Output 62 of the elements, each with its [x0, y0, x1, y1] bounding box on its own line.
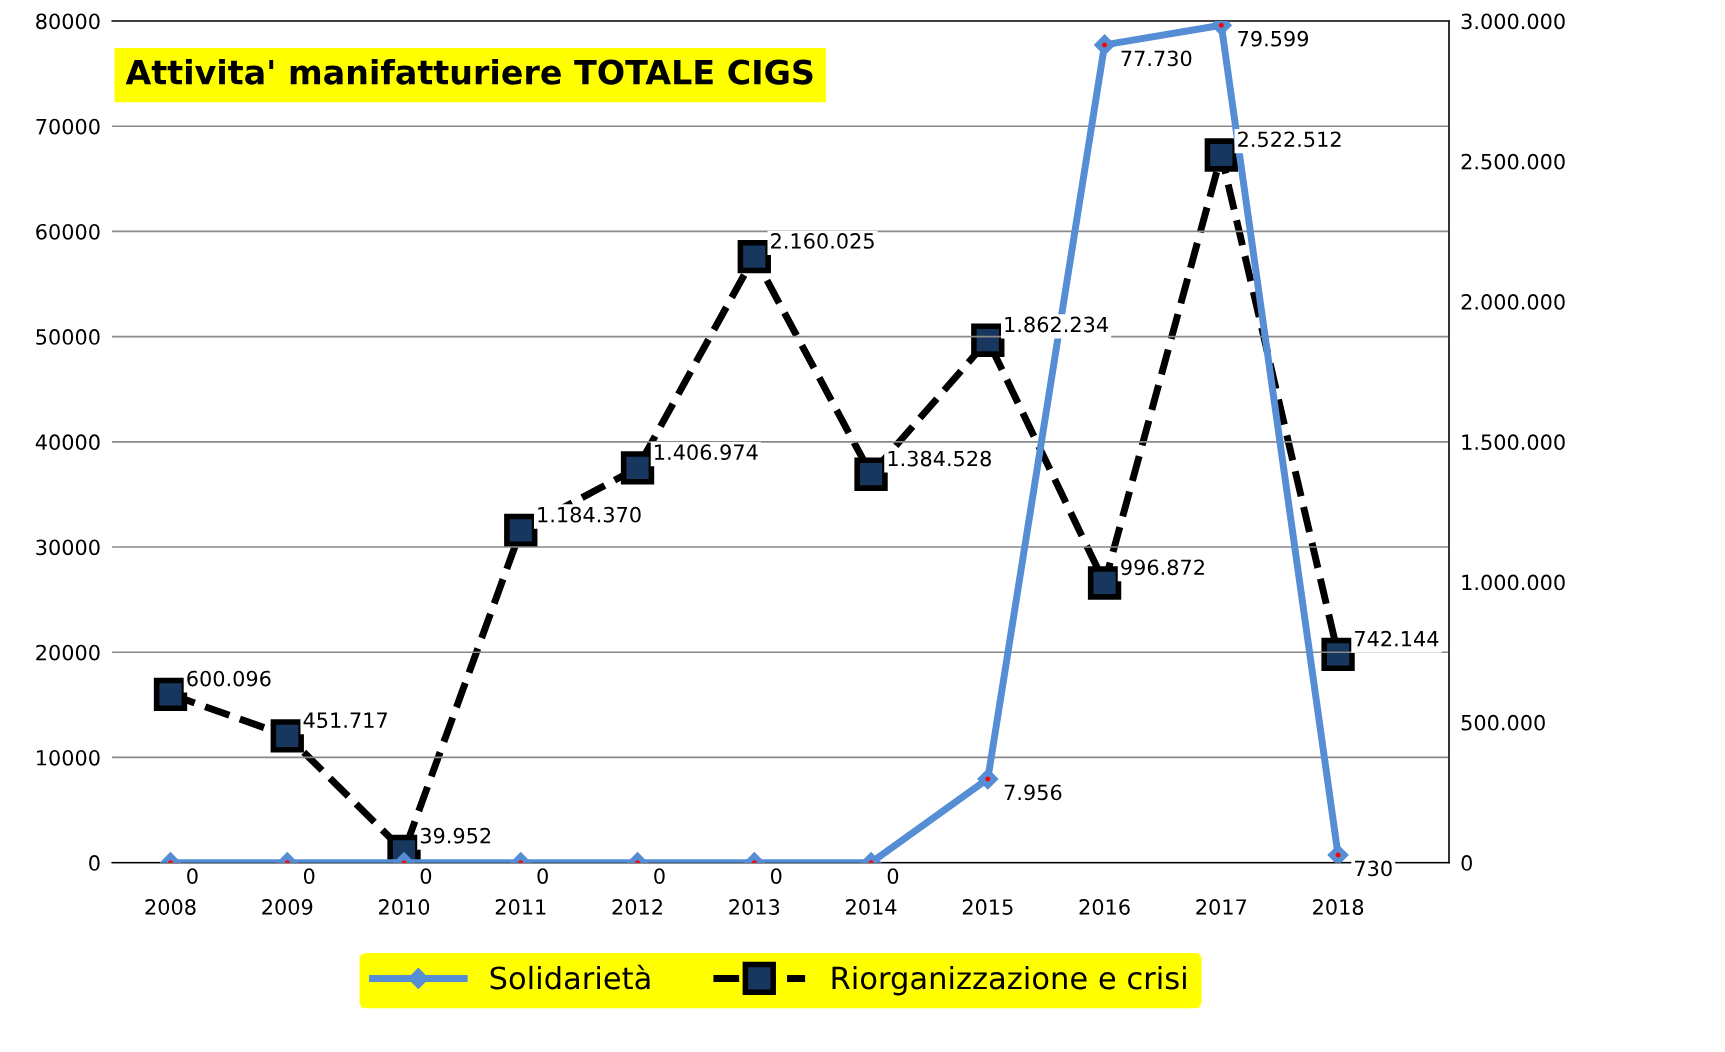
y-tick-label: 0: [89, 855, 100, 871]
y2-tick-label: 500.000: [1461, 714, 1545, 731]
legend-label: Riorganizzazione e crisi: [832, 965, 1186, 996]
y-tick-label: 20000: [36, 644, 100, 661]
data-label: 0: [303, 868, 315, 884]
point: [620, 451, 655, 485]
data-label: 0: [887, 868, 899, 884]
legend-label: Solidarietà: [490, 964, 650, 990]
data-label: 7.956: [1004, 784, 1062, 801]
point: [854, 457, 888, 491]
point: [153, 677, 188, 711]
data-label: 600.096: [187, 670, 271, 687]
x-tick-label: 2010: [379, 899, 430, 915]
data-label: 0: [654, 868, 665, 884]
y-tick-label: 60000: [36, 223, 100, 240]
x-tick-label: 2009: [262, 899, 313, 915]
point: [1087, 566, 1122, 600]
data-label: 742.144: [1355, 630, 1439, 647]
data-label: 0: [537, 868, 548, 884]
y-tick-label: 50000: [36, 329, 100, 345]
data-label: 0: [187, 868, 198, 884]
data-label: 2.160.025: [771, 233, 874, 249]
x-tick-label: 2008: [145, 899, 196, 915]
x-tick-label: 2011: [495, 899, 546, 915]
y2-tick-label: 2.000.000: [1461, 294, 1565, 310]
y-tick-label: 80000: [36, 13, 100, 30]
data-label: 79.599: [1238, 30, 1309, 47]
data-label: 0: [420, 868, 432, 884]
point: [971, 323, 1005, 357]
y2-tick-label: 0: [1461, 855, 1472, 871]
data-label: 2.522.512: [1238, 131, 1341, 148]
point: [1204, 138, 1238, 172]
text: Attivita' manifatturiere TOTALE CIGS: [125, 58, 813, 85]
point: [504, 513, 538, 548]
data-label: 730: [1355, 860, 1392, 877]
x-tick-label: 2013: [729, 899, 780, 915]
x-tick-label: 2014: [846, 899, 897, 915]
data-label: 1.384.528: [888, 450, 991, 467]
y2-tick-label: 1.000.000: [1462, 574, 1565, 591]
data-label: 39.952: [420, 827, 491, 844]
x-tick-label: 2012: [612, 899, 662, 915]
x-tick-label: 2018: [1313, 899, 1364, 915]
y2-tick-label: 1.500.000: [1462, 434, 1565, 451]
y2-tick-label: 3.000.000: [1461, 13, 1565, 30]
x-tick-label: 2016: [1079, 899, 1130, 915]
y-tick-label: 40000: [35, 434, 100, 451]
y-tick-label: 70000: [36, 118, 100, 135]
point: [737, 240, 771, 274]
data-label: 451.717: [303, 712, 387, 729]
data-label: 996.872: [1121, 559, 1204, 576]
y-tick-label: 10000: [37, 749, 100, 766]
y2-tick-label: 2.500.000: [1461, 153, 1565, 170]
data-label: 1.406.974: [655, 444, 758, 461]
y-tick-label: 30000: [36, 539, 100, 556]
data-label: 1.862.234: [1005, 316, 1108, 333]
data-label: 1.184.370: [538, 506, 641, 523]
point: [270, 719, 304, 753]
data-label: 0: [770, 868, 782, 884]
x-tick-label: 2017: [1196, 899, 1247, 915]
point: [1321, 637, 1355, 672]
data-label: 77.730: [1121, 50, 1192, 67]
x-tick-label: 2015: [962, 899, 1013, 915]
